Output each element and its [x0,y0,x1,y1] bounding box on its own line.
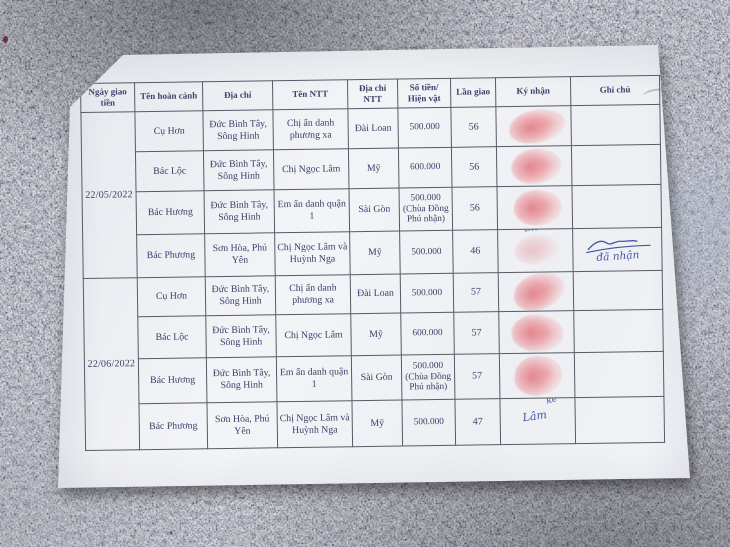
cell-dia-chi-ntt: Mỹ [350,313,402,356]
cell-ten-ntt: Chị ẩn danh phương xa [275,274,351,315]
header-ten-hoan-canh: Tên hoàn cảnh [134,81,203,112]
cell-lan-giao: 57 [453,272,499,313]
cell-ten-ntt: Chị ẩn danh phương xa [272,108,349,150]
donation-log-table: Ngày giao tiền Tên hoàn cảnh Địa chỉ Tên… [80,75,665,451]
cell-dia-chi-ntt: Mỹ [349,231,401,275]
table: Ngày giao tiền Tên hoàn cảnh Địa chỉ Tên… [80,75,665,451]
table-row: Bác Hương Đức Bình Tây, Sông Hinh Em ẩn … [84,351,664,404]
cell-ghi-chu: đã nhận [572,227,663,272]
cell-ky-nhan [496,185,573,230]
cell-ky-nhan [499,352,575,399]
cell-dia-chi: Đức Bình Tây, Sông Hinh [205,275,276,316]
cell-lan-giao: 56 [450,106,497,148]
table-row: Bác Phương Sơn Hòa, Phú Yên Chị Ngọc Lâm… [85,396,665,450]
cell-ten-ntt: Chị Ngọc Lâm và Huỳnh Nga [276,400,353,448]
paper-sheet: Ngày giao tiền Tên hoàn cảnh Địa chỉ Tên… [58,45,690,488]
header-ky-nhan: Ký nhận [495,76,571,107]
cell-ghi-chu [573,309,664,353]
cell-dia-chi: Sơn Hòa, Phú Yên [206,401,278,449]
cell-lan-giao: 57 [453,311,500,355]
cell-dia-chi: Đức Bình Tây, Sông Hinh [202,109,274,151]
cell-so-tien: 600.000 [400,312,455,356]
cell-dia-chi: Đức Bình Tây, Sông Hinh [205,314,277,358]
cell-ten-ntt: Chị Ngọc Lâm [275,313,352,357]
fingerprint-stamp-faint [512,232,560,267]
header-ngay-giao-tien: Ngày giao tiền [80,82,135,113]
cell-dia-chi-ntt: Sài Gòn [349,188,400,232]
header-ghi-chu: Ghi chú [570,75,660,106]
date-cell: 22/06/2022 [83,277,140,451]
cell-ky-nhan [498,271,574,312]
cell-dia-chi: Sơn Hòa, Phú Yên [204,232,276,277]
cell-dia-chi-ntt: Mỹ [348,148,399,189]
cell-ten-hoan-canh: Bác Hương [136,190,205,235]
cell-ten-ntt: Em ẩn danh quận 1 [274,188,350,233]
cell-ghi-chu [573,270,663,311]
fingerprint-stamp [508,271,570,312]
cell-so-tien: 600.000 [398,147,452,189]
fingerprint-stamp [509,312,566,354]
cell-so-tien: 500.000 [400,273,454,314]
cell-dia-chi: Đức Bình Tây, Sông Hinh [206,356,277,403]
cell-so-tien: 500.000 [401,399,456,447]
header-dia-chi-ntt: Địa chỉ NTT [347,79,398,109]
fingerprint-stamp [512,354,564,398]
handwriting-note: ké [545,397,559,407]
cell-lan-giao: 56 [451,186,498,231]
cell-dia-chi-ntt: Sài Gòn [351,355,402,401]
fingerprint-stamp [509,146,563,186]
cell-ghi-chu [571,184,662,229]
cell-ky-nhan [498,310,575,354]
cell-ten-hoan-canh: Bác Lộc [137,315,207,359]
cell-so-tien: 500.000 [397,107,452,149]
cell-lan-giao: 56 [451,146,497,188]
cell-ten-ntt: Chị Ngọc Lâm và Huỳnh Nga [274,231,351,276]
cell-ten-hoan-canh: Cụ Hơn [134,110,204,152]
cell-ten-ntt: Em ẩn danh quận 1 [276,355,352,402]
cell-ghi-chu [570,104,661,146]
cell-dia-chi-ntt: Mỹ [351,400,403,447]
cell-lan-giao: 57 [454,353,500,400]
cell-ky-nhan [496,145,572,187]
cell-ten-hoan-canh: Cụ Hơn [137,276,206,317]
header-lan-giao: Lần giao [450,77,496,108]
signature-scribble [585,240,651,254]
cell-dia-chi-ntt: Đài Loan [347,108,399,149]
cell-ghi-chu [574,351,664,398]
table-row: Bác Phương Sơn Hòa, Phú Yên Chị Ngọc Lâm… [83,227,663,278]
cell-dia-chi: Đức Bình Tây, Sông Hinh [204,189,275,234]
cell-dia-chi-ntt: Đài Loan [350,274,401,314]
cell-dia-chi: Đức Bình Tây, Sông Hinh [203,149,275,191]
header-ten-ntt: Tên NTT [272,79,348,110]
handwriting-name: Lâm [521,408,548,425]
fingerprint-stamp [506,105,569,147]
paper-shadow: Ngày giao tiền Tên hoàn cảnh Địa chỉ Tên… [58,45,690,489]
cell-ghi-chu [574,396,665,444]
cell-so-tien: 500.000 [399,230,454,275]
cell-so-tien: 500.000 (Chùa Đồng Phú nhận) [398,187,453,232]
cell-ten-hoan-canh: Bác Hương [138,357,207,404]
cell-ten-ntt: Chị Ngọc Lâm [273,148,350,190]
cell-so-tien: 500.000 (Chùa Đồng Phú nhận) [401,354,455,401]
fingerprint-stamp [513,189,563,227]
cell-ten-hoan-canh: Bác Phương [138,402,208,450]
cell-ky-nhan: thẻ [497,228,574,273]
date-cell: 22/05/2022 [80,111,138,279]
cell-ten-hoan-canh: Bác Lộc [135,150,205,192]
cell-ky-nhan: ké Lâm [499,397,576,445]
cell-lan-giao: 46 [452,229,499,274]
handwriting-received: đã nhận [596,249,640,265]
cell-ten-hoan-canh: Bác Phương [136,233,206,278]
cell-ky-nhan [495,105,572,147]
cell-ghi-chu [571,144,661,186]
header-so-tien: Số tiền/ Hiện vật [397,78,451,109]
header-dia-chi: Địa chỉ [202,80,273,111]
cell-lan-giao: 47 [454,398,501,446]
stone-speck [3,36,8,43]
